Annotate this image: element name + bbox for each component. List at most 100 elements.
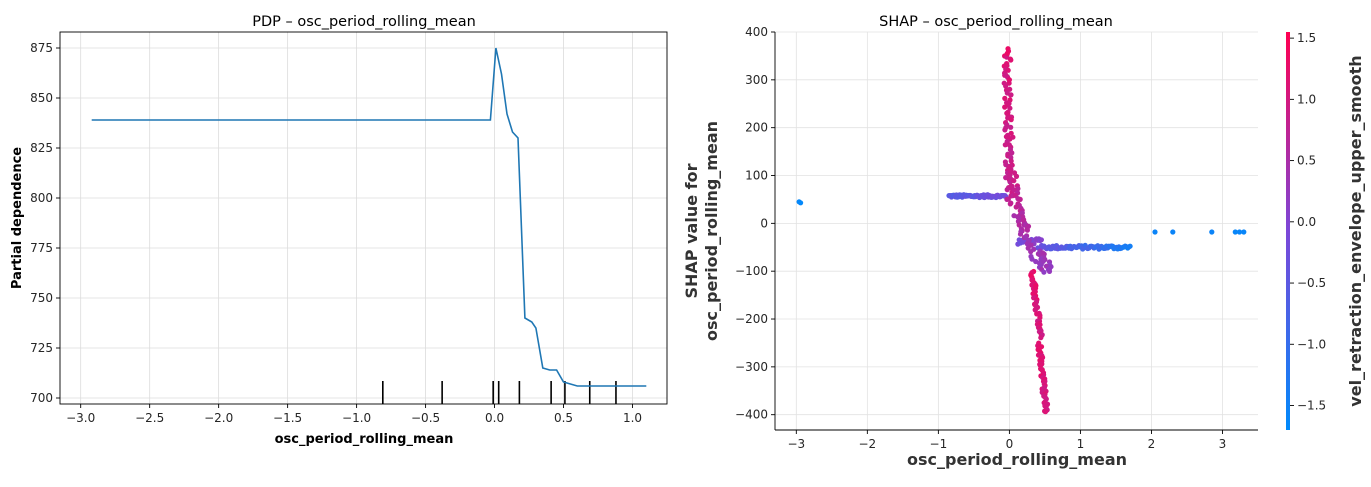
colorbar-tick-label: 0.0 bbox=[1297, 215, 1316, 229]
pdp-x-tick-label: 0.0 bbox=[485, 411, 504, 425]
shap-point bbox=[1002, 104, 1008, 110]
shap-point bbox=[1005, 196, 1011, 202]
shap-point bbox=[1004, 50, 1010, 57]
shap-point bbox=[1016, 215, 1022, 221]
pdp-x-tick-label: −0.5 bbox=[411, 411, 440, 425]
colorbar-tick-label: −1.0 bbox=[1297, 337, 1326, 351]
pdp-y-axis-label: Partial dependence bbox=[10, 147, 25, 289]
shap-chart: SHAP – osc_period_rolling_mean −3 −2 −1 0 1 2… bbox=[682, 14, 1365, 469]
shap-point bbox=[1005, 67, 1011, 73]
shap-y-tick-label: 100 bbox=[745, 169, 768, 183]
shap-point bbox=[798, 200, 804, 206]
pdp-x-ticks: −3.0 −2.5 −2.0 −1.5 −1.0 −0.5 0.0 0.5 1.0 bbox=[66, 404, 642, 425]
pdp-y-ticks: 700 725 750 775 800 825 850 875 bbox=[30, 41, 60, 405]
shap-y-axis-label-line-1: SHAP value for bbox=[682, 163, 701, 298]
colorbar-tick-label: −1.5 bbox=[1297, 399, 1326, 413]
shap-point bbox=[1021, 217, 1027, 223]
shap-point bbox=[1006, 164, 1013, 170]
shap-point bbox=[1004, 187, 1010, 193]
shap-point bbox=[1241, 229, 1247, 235]
shap-point bbox=[1041, 269, 1047, 275]
shap-point bbox=[1038, 237, 1044, 243]
shap-y-tick-label: −200 bbox=[735, 312, 768, 326]
shap-point bbox=[1013, 204, 1019, 210]
shap-y-tick-label: 200 bbox=[745, 121, 768, 135]
shap-x-tick-label: −2 bbox=[858, 437, 876, 451]
shap-point bbox=[1032, 307, 1038, 313]
pdp-y-tick-label: 725 bbox=[30, 341, 53, 355]
shap-point bbox=[1046, 268, 1053, 274]
colorbar-tick-label: 1.0 bbox=[1297, 92, 1316, 106]
pdp-chart: PDP – osc_period_rolling_mean −3.0 −2.5 −2… bbox=[10, 14, 668, 447]
pdp-y-tick-label: 875 bbox=[30, 41, 53, 55]
shap-point bbox=[1013, 173, 1020, 179]
shap-point bbox=[1004, 63, 1010, 69]
pdp-grid bbox=[60, 32, 667, 404]
shap-point bbox=[1010, 134, 1016, 140]
colorbar-label: vel_retraction_envelope_upper_smooth bbox=[1346, 55, 1365, 406]
shap-point bbox=[1019, 210, 1025, 216]
shap-y-tick-label: 300 bbox=[745, 73, 768, 87]
shap-title: SHAP – osc_period_rolling_mean bbox=[879, 14, 1113, 30]
pdp-y-tick-label: 850 bbox=[30, 91, 53, 105]
shap-point bbox=[1011, 213, 1017, 219]
shap-point bbox=[1008, 158, 1014, 164]
shap-point bbox=[1028, 249, 1034, 255]
shap-point bbox=[1007, 105, 1013, 111]
shap-point bbox=[1002, 95, 1008, 101]
shap-point bbox=[1008, 57, 1014, 63]
shap-point bbox=[1002, 142, 1008, 148]
shap-point bbox=[1029, 256, 1035, 262]
shap-x-tick-label: 2 bbox=[1148, 437, 1156, 451]
shap-point bbox=[1236, 229, 1243, 235]
shap-point bbox=[1008, 124, 1014, 130]
colorbar-tick-label: −0.5 bbox=[1297, 276, 1326, 290]
pdp-x-tick-label: −1.0 bbox=[342, 411, 371, 425]
shap-point bbox=[1017, 231, 1024, 237]
shap-point bbox=[1024, 227, 1030, 233]
shap-point bbox=[1016, 222, 1022, 228]
shap-point bbox=[1008, 117, 1014, 123]
shap-point bbox=[1209, 229, 1215, 235]
shap-x-tick-label: −1 bbox=[930, 437, 948, 451]
shap-point bbox=[1232, 229, 1238, 235]
shap-y-tick-label: 0 bbox=[760, 216, 768, 230]
pdp-title: PDP – osc_period_rolling_mean bbox=[252, 14, 476, 30]
colorbar bbox=[1286, 32, 1290, 430]
shap-x-ticks: −3 −2 −1 0 1 2 3 bbox=[787, 430, 1226, 451]
shap-point bbox=[1127, 243, 1133, 249]
pdp-axes-frame bbox=[59, 31, 668, 405]
pdp-x-tick-label: −3.0 bbox=[66, 411, 95, 425]
shap-y-tick-label: −300 bbox=[735, 360, 768, 374]
shap-x-tick-label: 3 bbox=[1219, 437, 1227, 451]
shap-y-axis-label-line-2: osc_period_rolling_mean bbox=[702, 121, 721, 341]
shap-point bbox=[1170, 229, 1176, 235]
shap-point bbox=[1038, 335, 1044, 341]
shap-point bbox=[1009, 150, 1015, 156]
shap-x-tick-label: 1 bbox=[1077, 437, 1085, 451]
pdp-y-tick-label: 800 bbox=[30, 191, 53, 205]
shap-point bbox=[1008, 92, 1014, 98]
shap-point bbox=[1023, 234, 1029, 240]
pdp-x-axis-label: osc_period_rolling_mean bbox=[275, 432, 454, 447]
shap-point bbox=[1040, 258, 1046, 264]
shap-y-tick-label: −100 bbox=[735, 264, 768, 278]
shap-y-tick-label: 400 bbox=[745, 25, 768, 39]
pdp-y-tick-label: 825 bbox=[30, 141, 53, 155]
shap-x-tick-label: 0 bbox=[1006, 437, 1014, 451]
shap-x-axis-label: osc_period_rolling_mean bbox=[907, 450, 1127, 469]
pdp-x-tick-label: −2.0 bbox=[204, 411, 233, 425]
shap-y-axis-label: SHAP value for osc_period_rolling_mean bbox=[682, 121, 721, 341]
shap-y-tick-label: −400 bbox=[735, 408, 768, 422]
colorbar-ticks: −1.5 −1.0 −0.5 0.0 0.5 1.0 1.5 bbox=[1290, 31, 1326, 413]
colorbar-tick-label: 0.5 bbox=[1297, 154, 1316, 168]
pdp-x-tick-label: −1.5 bbox=[273, 411, 302, 425]
shap-point bbox=[1011, 178, 1017, 184]
colorbar-tick-label: 1.5 bbox=[1297, 31, 1316, 45]
pdp-line bbox=[91, 47, 647, 387]
shap-point bbox=[1007, 169, 1014, 175]
shap-point bbox=[1003, 83, 1009, 89]
shap-point bbox=[1017, 196, 1023, 202]
